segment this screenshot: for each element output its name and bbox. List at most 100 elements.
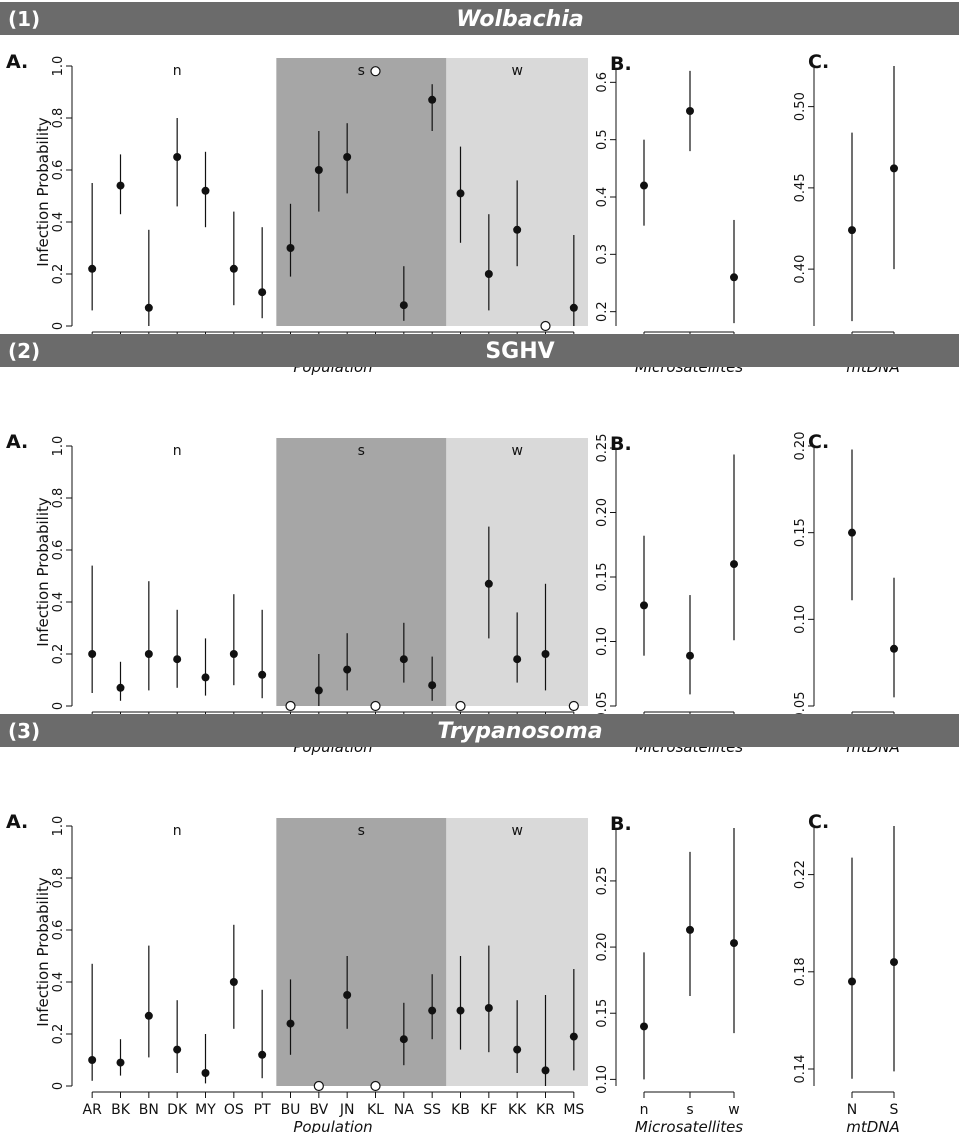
y-tick-label: 0.8 xyxy=(51,488,66,509)
y-tick-label: 0.25 xyxy=(595,434,610,463)
point xyxy=(569,303,578,312)
y-tick-label: 0.15 xyxy=(793,518,808,547)
x-tick-label: JN xyxy=(339,1102,355,1118)
group-label-s: s xyxy=(358,823,365,839)
x-tick-label: BK xyxy=(111,1102,131,1118)
point xyxy=(513,655,522,664)
point xyxy=(229,978,238,986)
y-tick-label: 0.4 xyxy=(595,187,610,208)
y-axis-label: Infection Probability xyxy=(34,877,52,1027)
panel-letter: C. xyxy=(808,431,829,453)
point xyxy=(116,1058,125,1067)
y-tick-label: 0.2 xyxy=(595,301,610,322)
region-s-shade xyxy=(276,438,447,706)
point xyxy=(88,1056,97,1064)
section-2: (2) SGHV A. n s w 0 0.2 0.4 0.6 0.8 1.0 Infection Pr… xyxy=(0,334,959,756)
region-s-shade xyxy=(276,818,447,1086)
point xyxy=(686,107,694,115)
x-tick-label: s xyxy=(686,1102,693,1118)
panel-b: B.0.20.30.40.50.6nswMicrosatellites xyxy=(595,53,743,376)
point xyxy=(201,673,210,682)
panel-letter: A. xyxy=(6,811,28,833)
panel-letter: B. xyxy=(610,53,632,75)
x-tick-label: DK xyxy=(167,1102,188,1118)
y-tick-label: 0.15 xyxy=(595,999,610,1028)
group-label-s: s xyxy=(358,63,365,79)
section-header-bar xyxy=(0,714,959,747)
x-tick-label: NA xyxy=(394,1102,414,1118)
point xyxy=(116,683,125,692)
section-header-bar xyxy=(0,2,959,35)
point xyxy=(201,186,210,195)
panel-letter: C. xyxy=(808,811,829,833)
y-tick-label: 0.10 xyxy=(793,605,808,634)
panel-c: C.0.050.100.150.20NSmtDNA xyxy=(793,431,900,756)
y-tick-label: 0.10 xyxy=(595,627,610,656)
section-title: Wolbachia xyxy=(456,7,583,32)
x-tick-label: N xyxy=(847,1102,857,1118)
point xyxy=(173,655,182,664)
x-tick-label: MS xyxy=(563,1102,584,1118)
y-tick-label: 0.6 xyxy=(595,72,610,93)
point xyxy=(314,686,323,695)
point xyxy=(484,270,493,278)
y-tick-label: 0.05 xyxy=(595,692,610,721)
panel-letter: B. xyxy=(610,433,632,455)
point xyxy=(730,939,738,948)
group-label-s: s xyxy=(358,443,365,459)
y-tick-label: 0.4 xyxy=(51,592,66,613)
y-tick-label: 0.25 xyxy=(595,866,610,895)
point xyxy=(286,1019,295,1028)
y-tick-label: 0.14 xyxy=(793,1055,808,1084)
y-tick-label: 0.2 xyxy=(51,1024,66,1045)
point xyxy=(513,1045,522,1054)
point xyxy=(144,1011,153,1020)
point xyxy=(173,1045,182,1054)
y-tick-label: 0.20 xyxy=(793,432,808,461)
point xyxy=(686,925,694,934)
point xyxy=(484,1004,493,1012)
x-tick-label: n xyxy=(640,1102,649,1118)
point-open xyxy=(540,320,551,332)
x-axis-label: Population xyxy=(293,1118,372,1133)
point xyxy=(343,153,352,161)
x-tick-label: KK xyxy=(508,1102,527,1118)
section-title: Trypanosoma xyxy=(437,719,602,744)
x-tick-label: KR xyxy=(536,1102,555,1118)
y-tick-label: 0.45 xyxy=(793,173,808,202)
y-tick-label: 0.22 xyxy=(793,860,808,889)
point xyxy=(569,1032,578,1041)
point xyxy=(399,655,408,664)
point xyxy=(686,651,694,660)
panel-letter: B. xyxy=(610,813,632,835)
point xyxy=(258,670,267,679)
point-open xyxy=(455,700,466,712)
point xyxy=(640,1022,648,1031)
section-3: (3) Trypanosoma A. n s w 0 0.2 0.4 0.6 0.8 1.0 Infec… xyxy=(0,714,959,1133)
point xyxy=(229,264,238,273)
point xyxy=(890,644,898,653)
point xyxy=(848,226,856,235)
panel-c: C.0.400.450.50NSmtDNA xyxy=(793,51,900,376)
point-open xyxy=(285,700,296,712)
point xyxy=(428,1006,437,1015)
group-label-n: n xyxy=(173,823,182,839)
group-label-w: w xyxy=(511,63,522,79)
y-tick-label: 0 xyxy=(51,322,66,330)
section-number: (3) xyxy=(8,719,40,743)
y-tick-label: 0.8 xyxy=(51,108,66,129)
point xyxy=(428,681,437,690)
group-label-n: n xyxy=(173,443,182,459)
y-tick-label: 0.8 xyxy=(51,868,66,889)
region-s-shade xyxy=(276,58,447,326)
x-axis-label: Microsatellites xyxy=(635,1118,743,1133)
point xyxy=(229,650,238,658)
x-tick-label: BN xyxy=(139,1102,159,1118)
point xyxy=(399,1035,408,1044)
point xyxy=(201,1069,210,1077)
y-tick-label: 0.2 xyxy=(51,264,66,285)
